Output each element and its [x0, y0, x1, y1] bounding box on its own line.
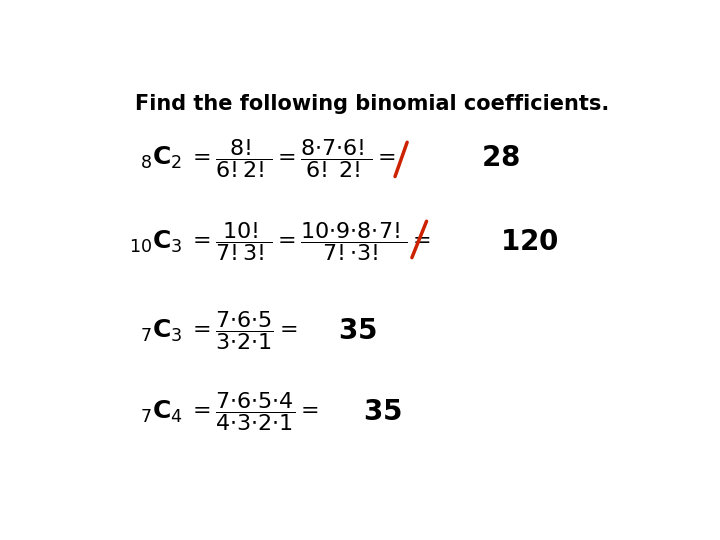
- Text: $\mathbf{120}$: $\mathbf{120}$: [500, 227, 559, 255]
- Text: $_{7}\mathbf{C}_{4}$: $_{7}\mathbf{C}_{4}$: [140, 399, 183, 425]
- Text: $= \dfrac{7 {\cdot} 6 {\cdot} 5}{3 {\cdot} 2 {\cdot} 1} =$: $= \dfrac{7 {\cdot} 6 {\cdot} 5}{3 {\cdo…: [188, 309, 297, 353]
- Text: $\mathbf{35}$: $\mathbf{35}$: [364, 398, 402, 426]
- Text: $\mathbf{35}$: $\mathbf{35}$: [338, 317, 377, 345]
- Text: $= \dfrac{10!}{7!3!} = \dfrac{10 {\cdot} 9 {\cdot} 8 {\cdot} 7!}{7!{\cdot}3!} =$: $= \dfrac{10!}{7!3!} = \dfrac{10 {\cdot}…: [188, 220, 431, 263]
- Text: $\mathbf{28}$: $\mathbf{28}$: [481, 144, 520, 172]
- Text: Find the following binomial coefficients.: Find the following binomial coefficients…: [135, 94, 609, 114]
- Text: $_{8}\mathbf{C}_{2}$: $_{8}\mathbf{C}_{2}$: [140, 145, 182, 172]
- Text: $_{10}\mathbf{C}_{3}$: $_{10}\mathbf{C}_{3}$: [129, 228, 183, 255]
- Text: $= \dfrac{7 {\cdot} 6 {\cdot} 5 {\cdot} 4}{4 {\cdot} 3 {\cdot} 2 {\cdot} 1} =$: $= \dfrac{7 {\cdot} 6 {\cdot} 5 {\cdot} …: [188, 390, 318, 434]
- Text: $_{7}\mathbf{C}_{3}$: $_{7}\mathbf{C}_{3}$: [140, 318, 183, 344]
- Text: $= \dfrac{8!}{6!2!} = \dfrac{8 {\cdot} 7 {\cdot} 6!}{6!\; 2!} =$: $= \dfrac{8!}{6!2!} = \dfrac{8 {\cdot} 7…: [188, 137, 395, 180]
